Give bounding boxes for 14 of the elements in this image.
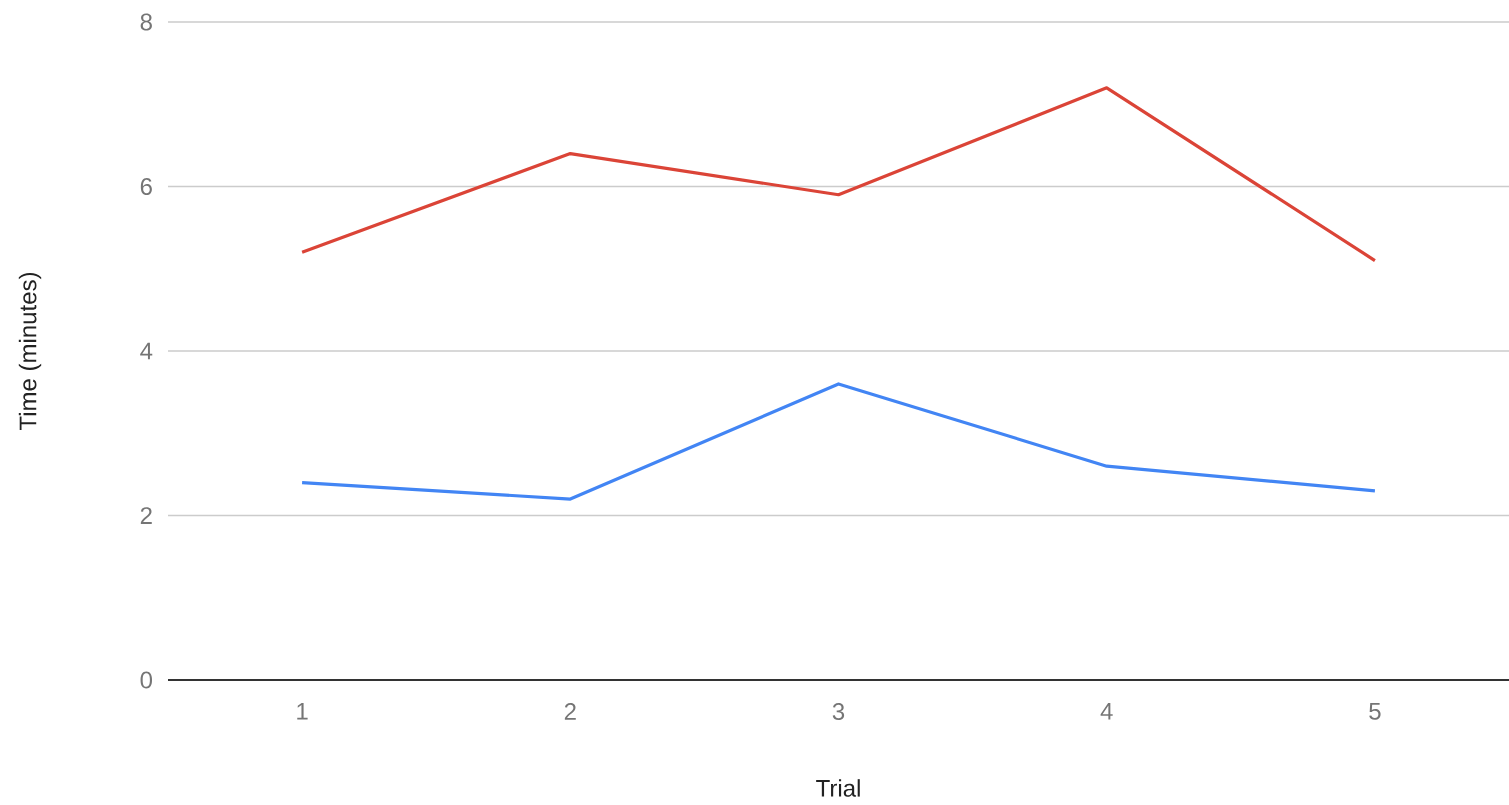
y-tick-label: 8 bbox=[140, 13, 152, 31]
line-series bbox=[300, 382, 1377, 501]
x-tick-label: 3 bbox=[832, 703, 845, 721]
x-axis-title: Trial bbox=[816, 779, 860, 797]
x-tick-label: 2 bbox=[564, 703, 576, 720]
y-tick-label: 2 bbox=[140, 507, 152, 524]
x-tick-label: 1 bbox=[297, 703, 308, 720]
y-tick-label: 6 bbox=[140, 178, 152, 196]
x-tick-label: 4 bbox=[1100, 703, 1113, 720]
line-series bbox=[300, 86, 1377, 263]
y-tick-label: 4 bbox=[140, 342, 153, 360]
y-axis-title: Time (minutes) bbox=[18, 272, 42, 431]
x-tick-label: 5 bbox=[1369, 703, 1381, 720]
y-tick-label: 0 bbox=[140, 671, 153, 689]
